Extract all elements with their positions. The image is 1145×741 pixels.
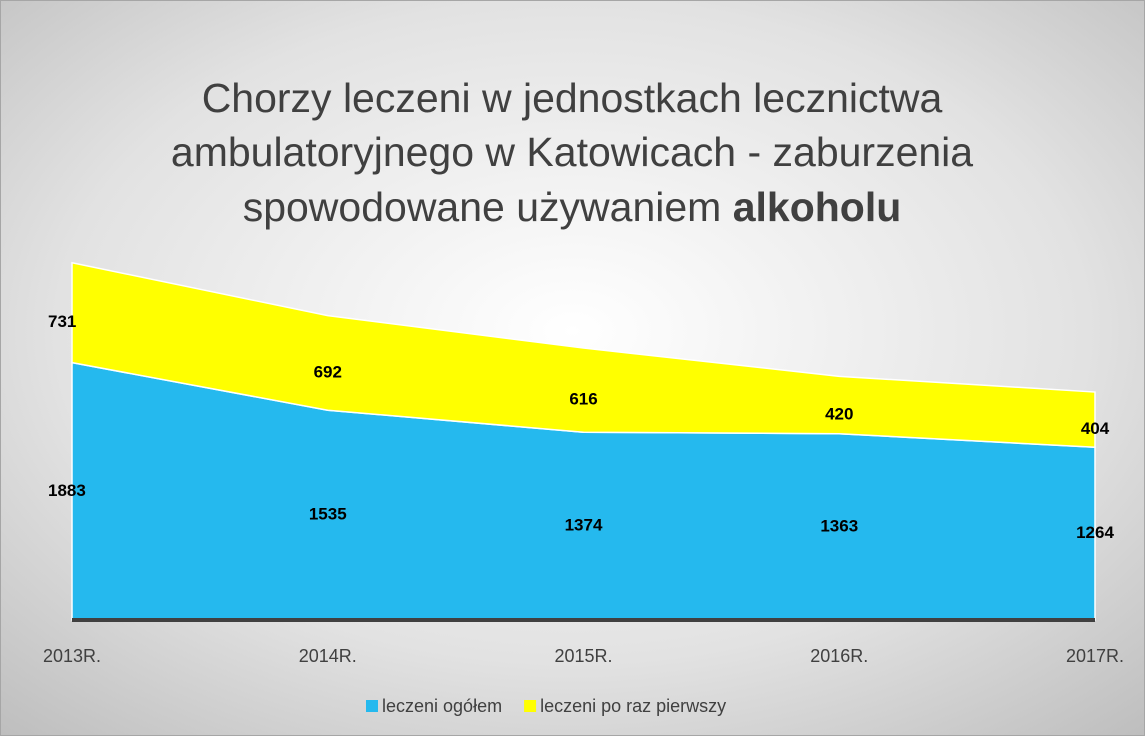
- x-tick-label: 2015R.: [554, 646, 612, 666]
- data-label: 1374: [565, 516, 603, 535]
- title-line: Chorzy leczeni w jednostkach lecznictwa: [202, 75, 943, 121]
- x-tick-label: 2016R.: [810, 646, 868, 666]
- data-label: 692: [314, 362, 342, 381]
- title-bold: alkoholu: [733, 184, 902, 230]
- data-label: 1363: [820, 516, 858, 535]
- x-tick-label: 2013R.: [43, 646, 101, 666]
- data-label: 404: [1081, 419, 1110, 438]
- data-label: 1535: [309, 505, 347, 524]
- legend-label: leczeni po raz pierwszy: [540, 696, 726, 716]
- title-line: spowodowane używaniem alkoholu: [243, 184, 902, 230]
- x-tick-label: 2014R.: [299, 646, 357, 666]
- data-label: 1883: [48, 481, 86, 500]
- x-tick-label: 2017R.: [1066, 646, 1124, 666]
- legend-label: leczeni ogółem: [382, 696, 502, 716]
- title-line: ambulatoryjnego w Katowicach - zaburzeni…: [171, 129, 973, 175]
- legend-swatch: [366, 700, 378, 712]
- title-part: spowodowane używaniem: [243, 184, 722, 230]
- data-label: 616: [569, 390, 597, 409]
- chart-title: Chorzy leczeni w jednostkach lecznictwa …: [171, 75, 973, 230]
- area: [71, 261, 1096, 449]
- legend-swatch: [524, 700, 537, 712]
- data-label: 420: [825, 405, 853, 424]
- data-label: 731: [48, 312, 76, 331]
- data-label: 1264: [1076, 523, 1114, 542]
